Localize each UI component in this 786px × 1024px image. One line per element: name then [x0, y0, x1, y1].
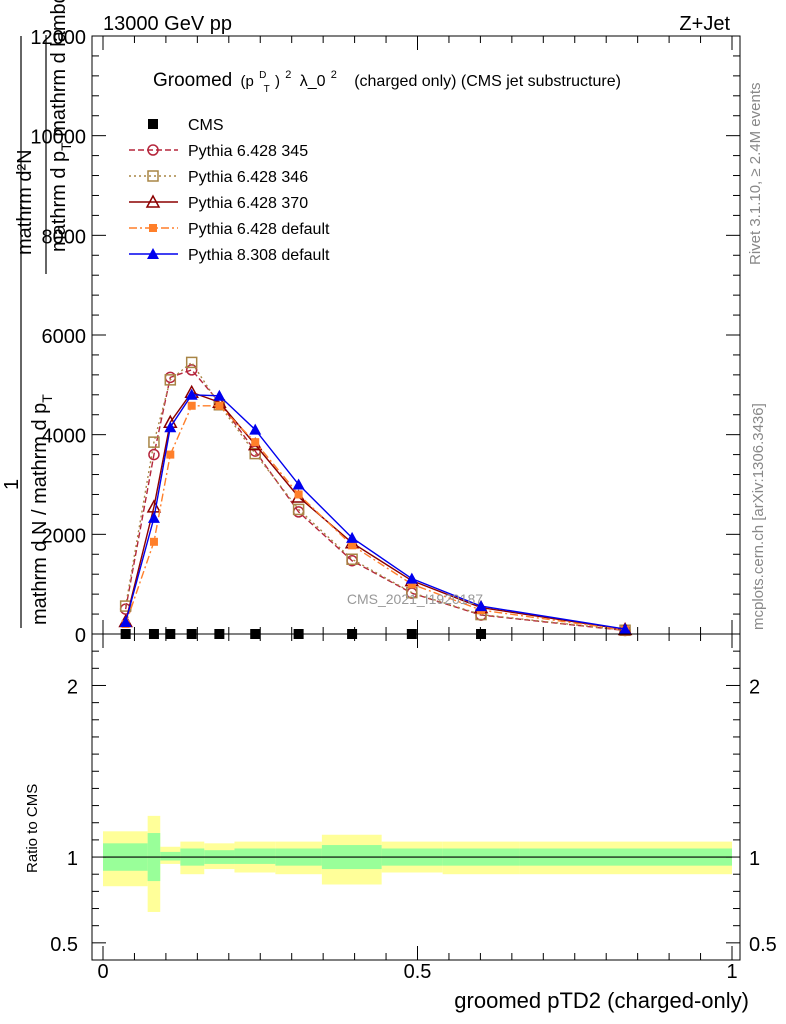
legend-swatch-marker [148, 119, 158, 129]
data-point [405, 572, 418, 584]
y-tick-label: 0 [75, 625, 86, 647]
mcplots-label: mcplots.cern.ch [arXiv:1306.3436] [750, 403, 767, 630]
data-point [148, 436, 160, 448]
legend-label: Pythia 6.428 346 [188, 169, 308, 186]
data-point [346, 531, 359, 543]
legend-label: Pythia 6.428 345 [188, 143, 308, 160]
legend-swatch-marker [149, 224, 157, 232]
data-point [166, 450, 175, 459]
ratio-y-tick-label-right: 1 [749, 848, 760, 870]
header-right: Z+Jet [679, 13, 730, 35]
data-point [475, 600, 488, 612]
title-paren-open: (p [240, 73, 253, 90]
y-tick-label: 8000 [42, 226, 87, 248]
title-suffix: (charged only) (CMS jet substructure) [354, 73, 621, 90]
y-tick-label: 12000 [30, 27, 86, 49]
main-ticks: 0 2000 4000 6000 8000 10000 12000 [30, 27, 740, 647]
analysis-watermark: CMS_2021_I1920187 [347, 591, 483, 607]
y-tick-label: 6000 [42, 326, 87, 348]
ylabel-top-num: mathrm d²N [14, 149, 36, 255]
title-lambda: λ_0 [300, 73, 326, 90]
main-ylabel: mathrm d²N mathrm d pT mathrm d lambda 1… [1, 0, 74, 628]
title-paren-close: ) [275, 73, 280, 90]
legend-item-1: Pythia 6.428 345 [129, 143, 308, 160]
data-point [346, 553, 358, 565]
ylabel-big-den: mathrm d N / mathrm d pT [29, 394, 55, 625]
x-tick-label: 0.5 [404, 961, 432, 983]
main-data-layer [118, 356, 633, 639]
data-point [185, 388, 198, 400]
main-panel: 0 2000 4000 6000 8000 10000 12000 Groomed (p D… [1, 0, 741, 647]
data-point [213, 389, 226, 401]
legend-label: CMS [188, 117, 224, 134]
data-point [148, 448, 160, 461]
data-point [164, 374, 177, 386]
data-point [249, 423, 262, 435]
data-point [619, 623, 632, 635]
legend-label: Pythia 6.428 default [188, 221, 330, 238]
data-point [187, 401, 196, 410]
ylabel-top-den: mathrm d pT mathrm d lambda [48, 0, 74, 252]
legend-swatch-marker [147, 248, 159, 259]
legend-item-0: CMS [148, 117, 224, 134]
series-5 [119, 388, 632, 635]
data-point [292, 478, 305, 490]
legend: CMS Pythia 6.428 345 Pythia 6.428 346 Pythi… [129, 117, 330, 264]
legend-swatch-marker [147, 144, 159, 156]
stat-band-bin [160, 851, 181, 861]
rivet-label: Rivet 3.1.10, ≥ 2.4M events [747, 83, 764, 266]
ratio-y-tick-label: 2 [67, 676, 78, 698]
x-axis-label: groomed pTD2 (charged-only) [454, 988, 749, 1013]
title-p-sub: T [264, 84, 270, 95]
legend-label: Pythia 8.308 default [188, 247, 330, 264]
data-point [348, 541, 357, 550]
title-prefix: Groomed [153, 70, 232, 91]
ratio-y-tick-label-right: 2 [749, 676, 760, 698]
header-left: 13000 GeV pp [103, 13, 232, 35]
series-line-2 [124, 361, 626, 631]
stat-band-bin [234, 848, 276, 864]
title-sq: 2 [285, 69, 291, 81]
title-lambda-sup: 2 [331, 69, 337, 81]
ratio-y-tick-label: 0.5 [50, 934, 78, 956]
legend-label: Pythia 6.428 370 [188, 195, 308, 212]
data-point [149, 537, 158, 546]
ylabel-big-num: 1 [1, 479, 23, 490]
data-point [164, 421, 177, 433]
legend-item-5: Pythia 8.308 default [129, 247, 330, 264]
plot-title: Groomed (p D T ) 2 λ_0 2 (charged only) … [153, 62, 621, 97]
ratio-frame [91, 633, 741, 961]
data-point [292, 503, 305, 516]
data-point [407, 580, 416, 589]
ratio-ylabel: Ratio to CMS [24, 784, 41, 873]
data-point [249, 447, 261, 460]
y-tick-label: 2000 [42, 525, 87, 547]
ratio-y-tick-label: 1 [67, 848, 78, 870]
data-point [147, 511, 160, 523]
y-tick-label: 10000 [30, 127, 86, 149]
data-point [185, 364, 198, 376]
data-point [251, 438, 260, 447]
data-point [294, 490, 303, 499]
data-point [119, 616, 132, 628]
y-tick-label: 4000 [42, 426, 87, 448]
legend-item-3: Pythia 6.428 370 [129, 194, 308, 212]
legend-item-4: Pythia 6.428 default [129, 221, 330, 238]
x-tick-label: 0 [97, 961, 108, 983]
ratio-ticks: 0.5 0.5 1 1 2 2 0 0.5 1 [50, 633, 777, 983]
legend-item-2: Pythia 6.428 346 [129, 169, 308, 186]
data-point [185, 356, 198, 369]
title-p-sup: D [259, 70, 266, 81]
ratio-panel: 0.5 0.5 1 1 2 2 0 0.5 1 Ratio to CMS groomed pTD… [24, 633, 777, 1013]
ratio-y-tick-label-right: 0.5 [749, 934, 777, 956]
ratio-data-layer [103, 815, 732, 912]
legend-swatch-marker [147, 170, 159, 182]
data-point [215, 401, 224, 410]
x-tick-label: 1 [726, 961, 737, 983]
legend-swatch-marker [145, 194, 161, 208]
